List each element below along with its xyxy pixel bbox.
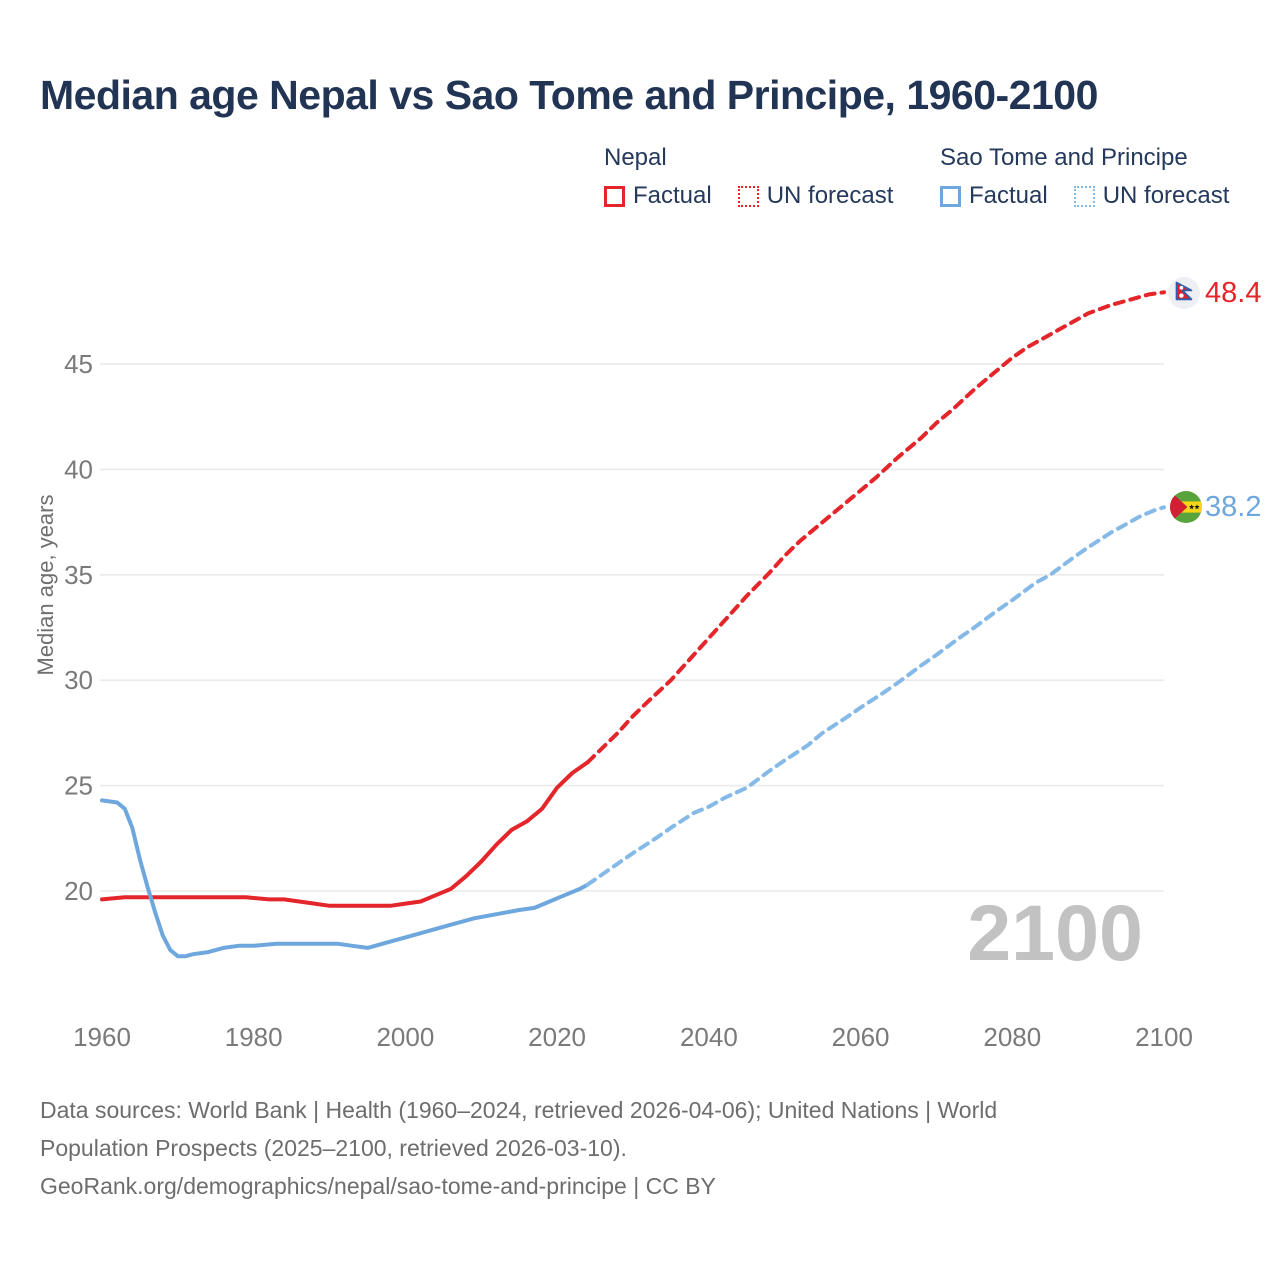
x-tick-label-1960: 1960 [73,1022,131,1052]
chart-generated-layer: 20 25 30 35 40 45 1960 1980 2000 2020 2040 2060 2080… [64,290,1193,1052]
legend-item-sao-factual: Factual [940,182,1048,210]
legend-item-label: UN forecast [766,182,894,209]
nepal-factual-swatch-icon [604,185,625,207]
y-tick-label-25: 25 [64,771,93,801]
legend-row: Factual UN forecast [604,182,893,210]
data-sources-line-2: Population Prospects (2025–2100, retriev… [40,1135,627,1161]
series-nepal_forecast-line [585,290,1166,765]
legend-group-title: Sao Tome and Principe [940,144,1188,171]
sao-tome-flag-icon [1170,491,1202,523]
x-tick-label-2040: 2040 [680,1022,738,1052]
x-tick-label-2080: 2080 [983,1022,1041,1052]
legend-item-label: UN forecast [1102,182,1230,209]
x-tick-label-2020: 2020 [528,1022,586,1052]
legend-row: Factual UN forecast [940,182,1229,210]
legend-group-title: Nepal [604,144,667,171]
footer: Data sources: World Bank | Health (1960–… [40,1091,1200,1205]
x-tick-label-2000: 2000 [376,1022,434,1052]
legend-item-nepal-factual: Factual [604,182,712,210]
x-tick-label-2060: 2060 [832,1022,890,1052]
nepal-forecast-swatch-icon [737,185,759,207]
y-tick-label-40: 40 [64,454,93,484]
legend-group-sao-tome: Sao Tome and Principe Factual UN forecas… [940,144,1229,210]
y-tick-label-45: 45 [64,349,93,379]
legend-item-label: Factual [969,182,1048,209]
y-axis-title: Median age, years [33,494,58,676]
y-tick-label-20: 20 [64,876,93,906]
sao-tome-end-value-label: 38.2 [1205,491,1262,523]
attribution-link-line: GeoRank.org/demographics/nepal/sao-tome-… [40,1173,716,1199]
y-tick-label-30: 30 [64,665,93,695]
x-tick-label-1980: 1980 [225,1022,283,1052]
median-age-line-chart: 20 25 30 35 40 45 1960 1980 2000 2020 2040 2060 2080… [64,277,1202,1052]
page-title: Median age Nepal vs Sao Tome and Princip… [40,72,1098,118]
nepal-end-value-label: 48.4 [1205,277,1262,309]
legend-group-nepal: Nepal Factual UN forecast [604,144,893,210]
series-sao_tome-line [100,798,590,959]
sao-tome-forecast-swatch-icon [1073,185,1095,207]
y-tick-label-35: 35 [64,560,93,590]
x-tick-label-2100: 2100 [1135,1022,1193,1052]
nepal-flag-icon [1168,277,1200,309]
watermark-year: 2100 [967,888,1143,977]
legend-item-sao-forecast: UN forecast [1073,182,1230,210]
data-sources-line: Data sources: World Bank | Health (1960–… [40,1097,998,1123]
legend-item-label: Factual [633,182,712,209]
series-sao_tome_forecast-line [585,505,1166,887]
legend-item-nepal-forecast: UN forecast [737,182,894,210]
sao-tome-factual-swatch-icon [940,185,961,207]
series-nepal-line [100,760,590,908]
